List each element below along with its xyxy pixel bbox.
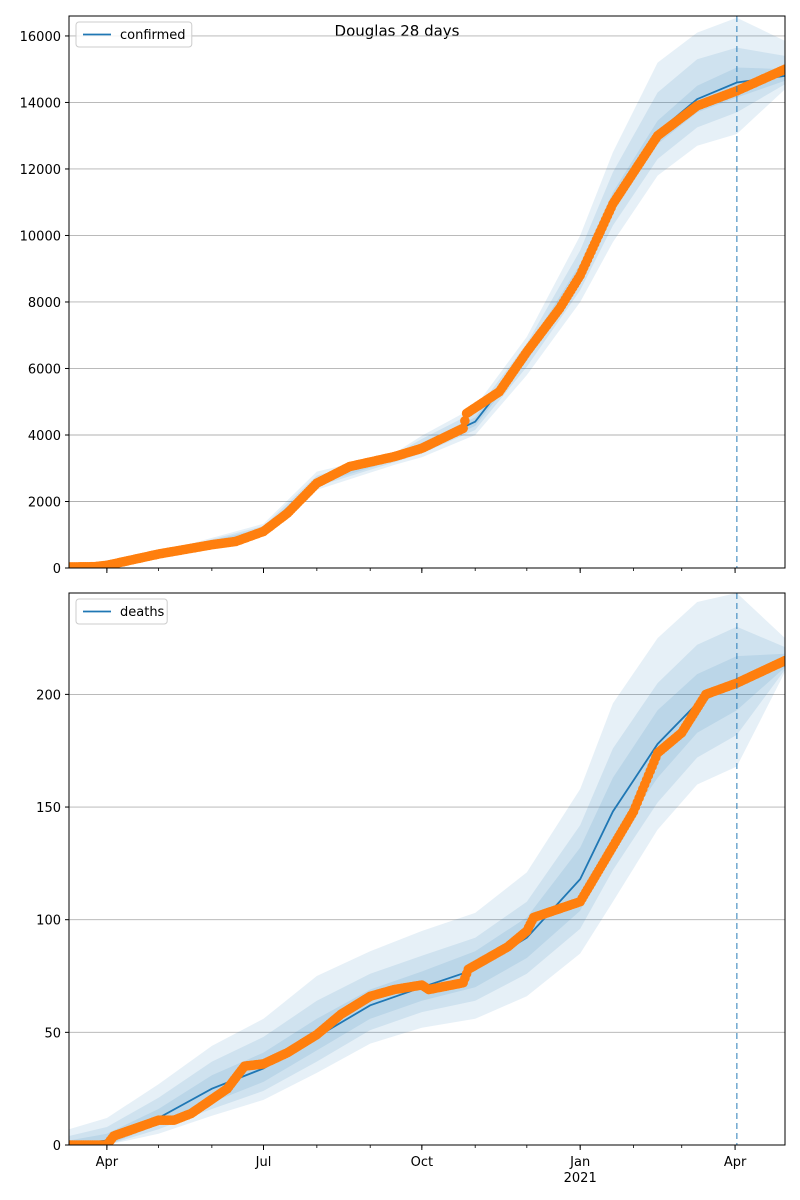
deaths-x-tick-label: Oct [411,1155,433,1170]
deaths-axes-frame [68,592,786,1146]
confirmed-band-outer [69,17,785,568]
deaths-observed-point [780,655,785,666]
deaths-y-tick-label: 50 [44,1026,61,1041]
confirmed-legend-box [75,21,193,48]
confirmed-panel: 0 2000 4000 6000 8000 10000 12000 14000 16000 con… [20,15,786,577]
deaths-legend-box [75,598,168,625]
figure-title: Douglas 28 days [335,22,460,40]
confirmed-y-tick-label: 14000 [20,96,61,111]
confirmed-y-tick-label: 10000 [20,229,61,244]
confirmed-y-tick-label: 6000 [28,362,61,377]
deaths-observed-series [69,655,785,1145]
confirmed-y-tick-label: 2000 [28,495,61,510]
confirmed-y-tick-label: 4000 [28,429,61,444]
deaths-band-middle [69,626,785,1145]
deaths-x-tick-label: Apr [724,1155,747,1170]
deaths-x-tick-label: Jan [569,1155,590,1170]
deaths-legend-label: deaths [120,605,165,620]
confirmed-legend-label: confirmed [120,28,186,43]
deaths-y-tick-label: 150 [36,801,61,816]
deaths-y-tick-label: 100 [36,914,61,929]
deaths-band-outer [69,593,785,1145]
confirmed-y-tick-label: 0 [53,562,61,577]
confirmed-y-tick-label: 16000 [20,30,61,45]
confirmed-plot-area [69,17,785,568]
confirmed-observed-point [780,64,785,75]
confirmed-y-tick-label: 12000 [20,163,61,178]
confirmed-observed-series [69,64,785,568]
deaths-band-inner [69,653,785,1145]
deaths-plot-area [69,593,785,1145]
deaths-x-tick-label: Apr [96,1155,119,1170]
deaths-x-tick-label: Jul [255,1155,272,1170]
deaths-y-tick-label: 200 [36,688,61,703]
deaths-y-tick-label: 0 [53,1139,61,1154]
confirmed-y-tick-label: 8000 [28,296,61,311]
deaths-legend: deaths [75,598,168,625]
confirmed-legend: confirmed [75,21,193,48]
deaths-model-line [69,664,785,1145]
confirmed-observed-point [460,416,470,426]
confirmed-observed-point [458,423,468,434]
deaths-x-tick-label: 2021 [564,1171,597,1186]
confirmed-axes-frame [68,15,786,569]
